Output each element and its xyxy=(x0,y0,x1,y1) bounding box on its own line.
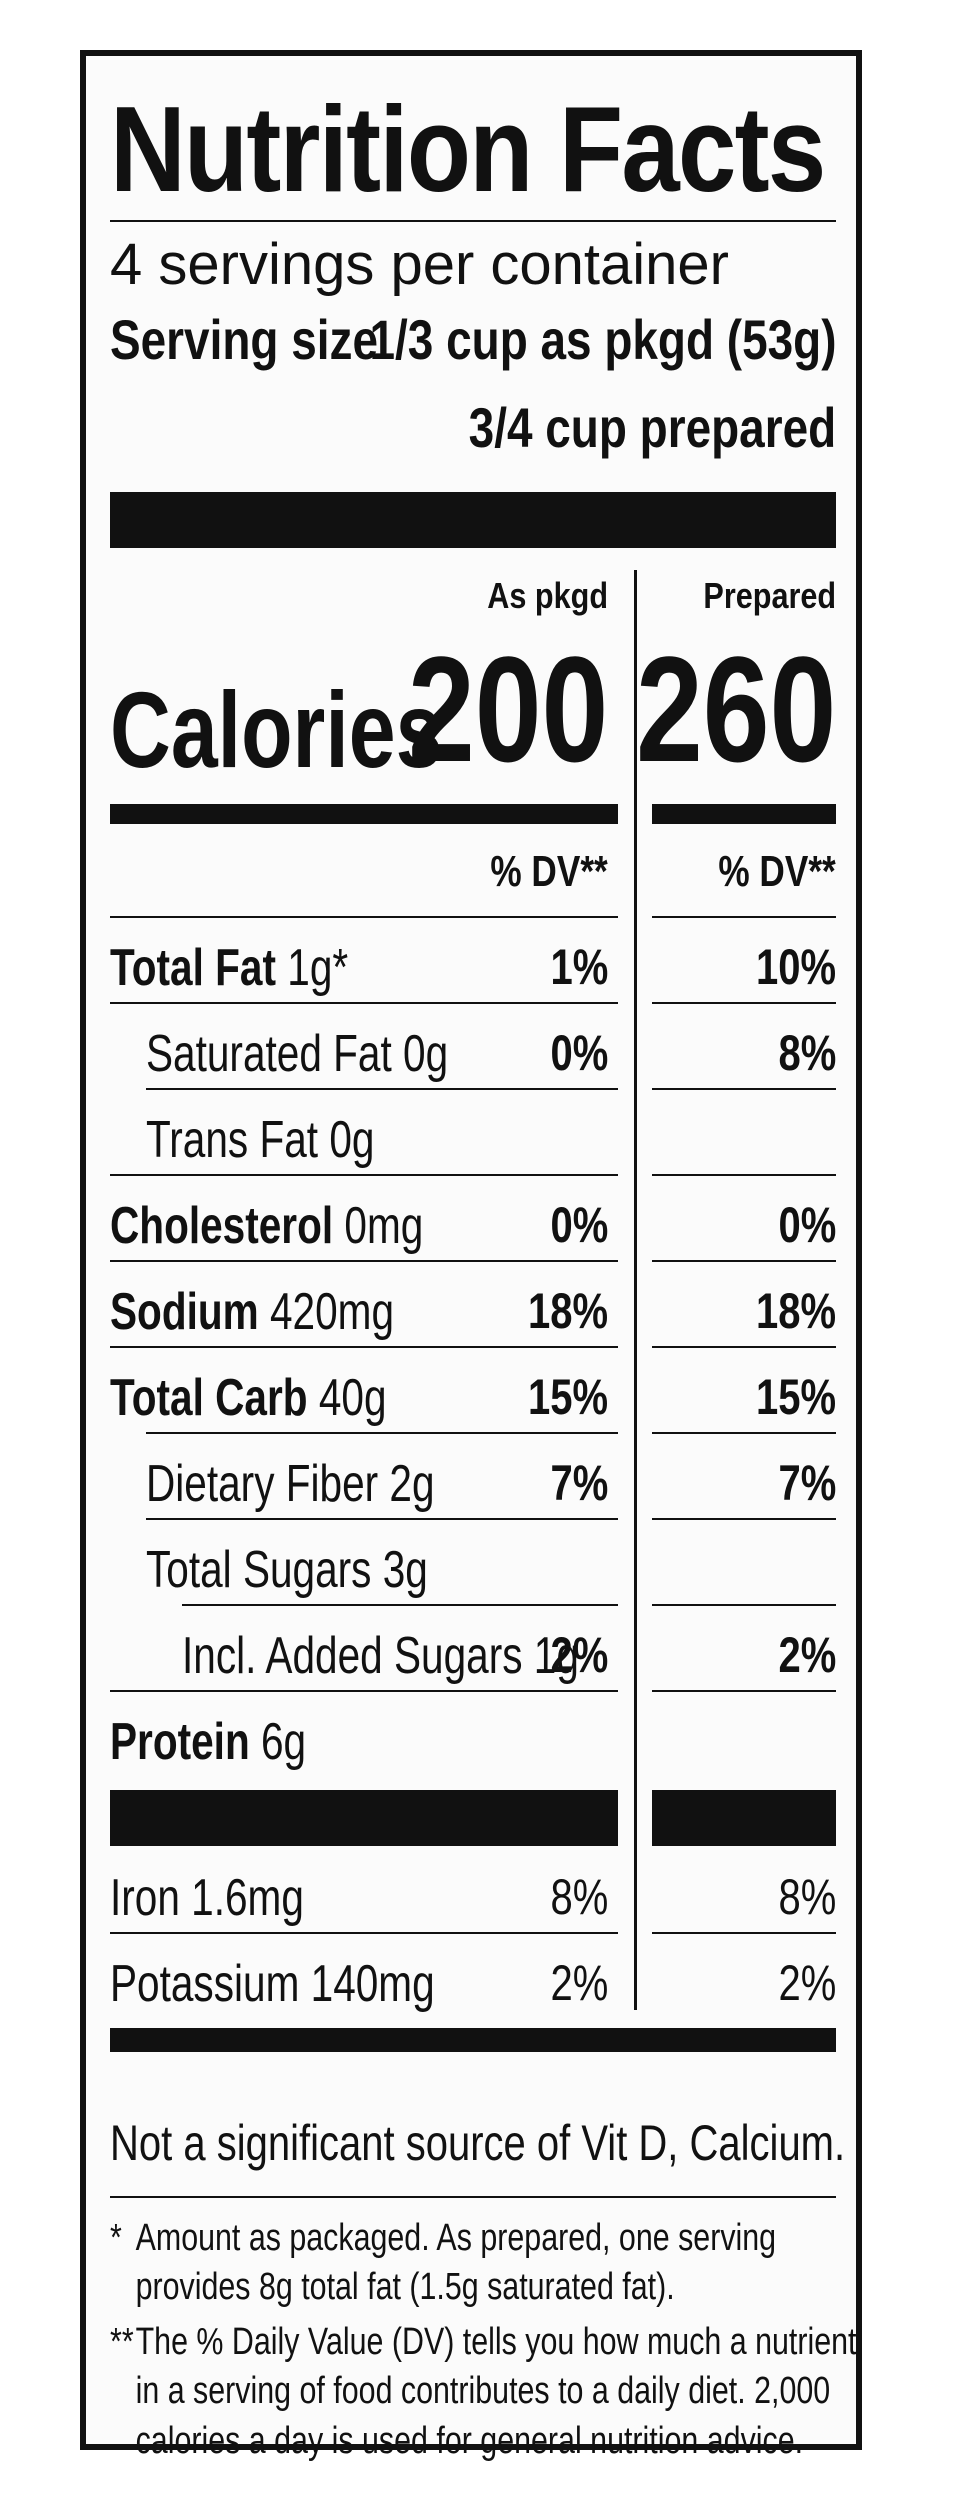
dv-dietary-fiber-pkgd: 7% xyxy=(550,1455,608,1511)
row-protein: Protein 6g xyxy=(110,1713,307,1771)
dv-saturated-fat-prep: 8% xyxy=(778,1025,836,1081)
row-divider xyxy=(652,1174,836,1176)
row-divider xyxy=(110,1932,618,1934)
dv-potassium-prep: 2% xyxy=(778,1955,836,2011)
column-header-as-pkgd: As pkgd xyxy=(487,575,608,616)
row-divider xyxy=(652,1690,836,1692)
row-divider xyxy=(652,1346,836,1348)
calories-label: Calories xyxy=(110,669,443,790)
servings-per-container: 4 servings per container xyxy=(110,232,729,297)
nutrition-facts-panel: Nutrition Facts 4 servings per container… xyxy=(80,50,862,2462)
dv-total-fat-prep: 10% xyxy=(755,939,836,995)
row-divider xyxy=(652,1432,836,1434)
panel-title: Nutrition Facts xyxy=(110,81,826,217)
dv-cholesterol-pkgd: 0% xyxy=(550,1197,608,1253)
bottom-thick-bar xyxy=(110,2028,836,2052)
row-divider xyxy=(652,1088,836,1090)
row-divider xyxy=(146,1432,618,1434)
dv-total-fat-pkgd: 1% xyxy=(550,939,608,995)
dv-iron-prep: 8% xyxy=(778,1869,836,1925)
footnote-daily-value: **The % Daily Value (DV) tells you how m… xyxy=(110,2321,857,2462)
dv-iron-pkgd: 8% xyxy=(550,1869,608,1925)
dv-header-left: % DV** xyxy=(490,847,608,896)
column-divider xyxy=(634,570,637,2010)
dv-total-carb-pkgd: 15% xyxy=(527,1369,608,1425)
row-total-sugars: Total Sugars 3g xyxy=(146,1541,428,1599)
thick-separator xyxy=(110,492,836,548)
dv-cholesterol-prep: 0% xyxy=(778,1197,836,1253)
dv-added-sugars-prep: 2% xyxy=(778,1627,836,1683)
dv-sodium-pkgd: 18% xyxy=(527,1283,608,1339)
row-sodium: Sodium 420mg xyxy=(110,1283,395,1341)
row-divider xyxy=(182,1604,618,1606)
row-cholesterol: Cholesterol 0mg xyxy=(110,1197,424,1255)
protein-bar-left xyxy=(110,1790,618,1846)
row-divider xyxy=(110,1260,618,1262)
calories-prepared: 260 xyxy=(635,625,836,793)
serving-size-pkgd: 1/3 cup as pkgd (53g) xyxy=(369,308,836,371)
column-header-prepared: Prepared xyxy=(703,575,836,616)
calories-bar-left xyxy=(110,804,618,824)
row-divider xyxy=(110,1174,618,1176)
row-divider xyxy=(110,1002,618,1004)
not-significant-note: Not a significant source of Vit D, Calci… xyxy=(110,2115,846,2171)
row-potassium: Potassium 140mg xyxy=(110,1955,435,2013)
row-trans-fat: Trans Fat 0g xyxy=(146,1111,375,1169)
row-divider xyxy=(110,1346,618,1348)
divider xyxy=(110,2196,836,2198)
dv-potassium-pkgd: 2% xyxy=(550,1955,608,2011)
dv-added-sugars-pkgd: 2% xyxy=(550,1627,608,1683)
row-saturated-fat: Saturated Fat 0g xyxy=(146,1025,449,1083)
row-iron: Iron 1.6mg xyxy=(110,1869,304,1927)
row-divider xyxy=(652,1002,836,1004)
row-dietary-fiber: Dietary Fiber 2g xyxy=(146,1455,435,1513)
row-divider xyxy=(146,1088,618,1090)
dv-sodium-prep: 18% xyxy=(755,1283,836,1339)
dv-dietary-fiber-prep: 7% xyxy=(778,1455,836,1511)
dv-header-right: % DV** xyxy=(718,847,836,896)
calories-bar-right xyxy=(652,804,836,824)
row-divider xyxy=(110,1690,618,1692)
calories-as-pkgd: 200 xyxy=(407,625,608,793)
row-divider xyxy=(652,1604,836,1606)
divider xyxy=(110,220,836,222)
row-divider xyxy=(652,1932,836,1934)
row-divider xyxy=(652,916,836,918)
dv-total-carb-prep: 15% xyxy=(755,1369,836,1425)
row-added-sugars: Incl. Added Sugars 1g xyxy=(182,1627,579,1685)
row-total-fat: Total Fat 1g* xyxy=(110,939,349,997)
row-total-carb: Total Carb 40g xyxy=(110,1369,387,1427)
row-divider xyxy=(652,1260,836,1262)
row-divider xyxy=(146,1518,618,1520)
serving-size-label: Serving size xyxy=(110,308,378,371)
dv-saturated-fat-pkgd: 0% xyxy=(550,1025,608,1081)
protein-bar-right xyxy=(652,1790,836,1846)
serving-size-prepared: 3/4 cup prepared xyxy=(468,396,836,459)
footnote-amount-as-packaged: * Amount as packaged. As prepared, one se… xyxy=(110,2217,777,2309)
row-divider xyxy=(652,1518,836,1520)
row-divider xyxy=(110,916,618,918)
